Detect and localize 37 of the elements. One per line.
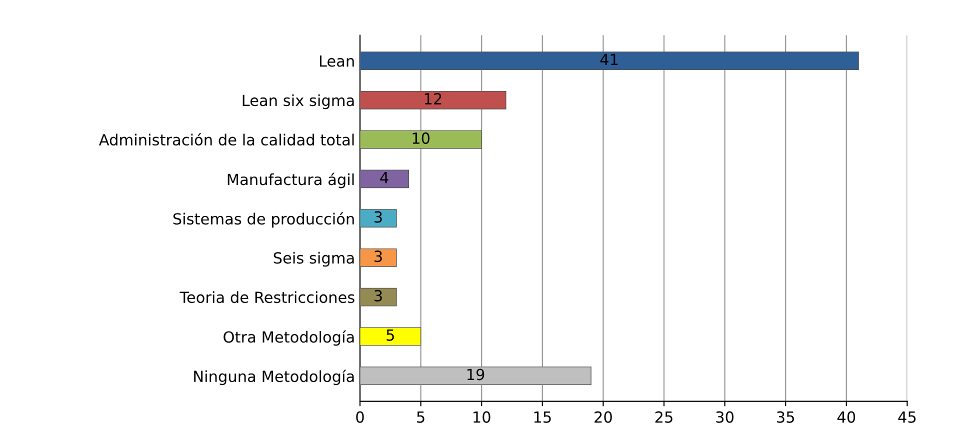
bar [360,288,397,306]
bar [360,130,482,149]
x-tick-label: 5 [417,412,424,423]
bar [360,366,592,386]
x-tick-label: 10 [474,411,490,423]
x-tick-label: 25 [655,411,672,423]
y-tick-label: Seis sigma [274,252,354,267]
data-label: 5 [386,330,394,341]
data-label: 10 [412,132,430,144]
y-tick-label: Otra Metodología [224,330,354,346]
data-label: 3 [374,250,382,262]
bar [360,90,506,110]
data-label: 4 [380,172,388,184]
bar [360,327,422,346]
bar [360,170,409,188]
bar [360,52,859,70]
x-tick-label: 45 [898,412,916,423]
data-label: 12 [424,93,442,104]
y-tick-label: Manufactura ágil [228,172,354,188]
x-tick-label: 40 [837,411,856,423]
bar [360,248,397,267]
y-tick-label: Teoria de Restricciones [180,291,354,304]
x-tick-label: 20 [594,411,612,423]
x-tick-label: 30 [716,411,734,423]
data-label: 41 [600,54,618,65]
y-tick-label: Sistemas de producción [173,212,354,228]
y-tick-label: Administración de la calidad total [98,133,354,146]
data-label: 3 [374,211,382,223]
x-tick-label: 0 [356,411,364,423]
x-tick-label: 35 [777,411,794,423]
data-label: 3 [374,290,382,302]
y-tick-label: Lean [320,55,354,67]
y-tick-label: Lean six sigma [242,94,354,110]
data-label: 19 [467,368,484,380]
x-tick-label: 15 [534,412,551,423]
bar [360,209,397,228]
y-tick-label: Ninguna Metodología [194,370,354,386]
